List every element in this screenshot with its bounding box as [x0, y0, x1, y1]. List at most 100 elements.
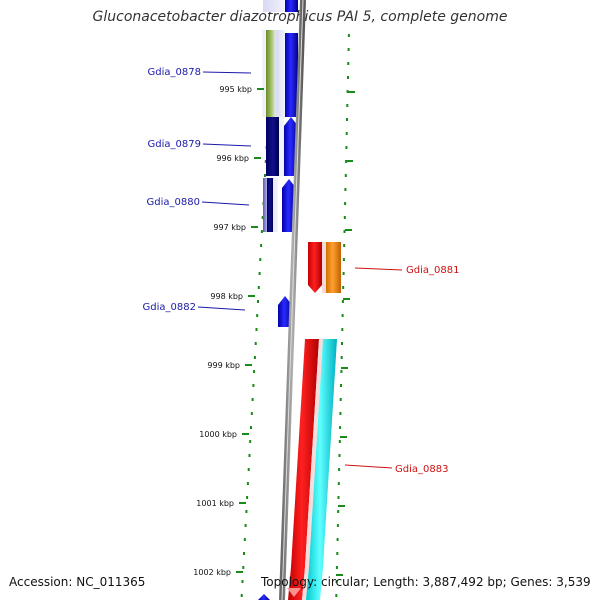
outer-tick-mark: [345, 229, 352, 231]
tick-mark: [245, 364, 252, 366]
gene-label-gdia-0879[interactable]: Gdia_0879: [148, 139, 201, 150]
backbone-highlight: [281, 0, 304, 600]
scale-dot: [253, 370, 256, 373]
leader-line-gdia-0883: [344, 464, 393, 469]
forward-strand-features: [258, 0, 298, 600]
scale-dot: [341, 328, 344, 331]
outer-scale-dots: [335, 34, 350, 597]
scale-dot: [343, 244, 346, 247]
scale-dot: [344, 202, 347, 205]
gene-block-gdia-0883-shade: [306, 339, 337, 600]
scale-dot: [340, 370, 343, 373]
gene-block-gdia-0878-edge: [262, 30, 266, 117]
outer-tick-mark: [336, 574, 343, 576]
gene-arrow-gdia-0883-tip: [287, 588, 301, 597]
scale-dot: [335, 594, 338, 597]
scale-dot: [260, 230, 263, 233]
leader-line-gdia-0879: [202, 143, 252, 147]
gene-label-gdia-0881[interactable]: Gdia_0881: [406, 265, 459, 276]
scale-dot: [338, 440, 341, 443]
scale-dot: [343, 230, 346, 233]
scale-dot: [264, 160, 267, 163]
gene-gap-gdia-0881: [322, 242, 326, 293]
scale-dot: [257, 286, 260, 289]
outer-tick-mark: [338, 505, 345, 507]
scale-dot: [337, 496, 340, 499]
scale-dot: [254, 342, 257, 345]
scale-dot: [247, 468, 250, 471]
tick-label: 995 kbp: [219, 85, 252, 94]
scale-dot: [241, 580, 244, 583]
outer-tick-mark: [343, 298, 350, 300]
gene-label-gdia-0882[interactable]: Gdia_0882: [143, 302, 196, 313]
gene-arrow-gdia-0878[interactable]: [285, 33, 298, 117]
scale-dot: [245, 510, 248, 513]
topology-text: Topology: circular; Length: 3,887,492 bp…: [261, 575, 591, 589]
tick-mark: [236, 571, 243, 573]
outer-tick-mark: [348, 91, 355, 93]
tick-mark: [242, 433, 249, 435]
tick-label: 1001 kbp: [196, 499, 234, 508]
scale-dot: [257, 300, 259, 303]
leader-line-gdia-0878: [202, 71, 252, 74]
scale-dot: [337, 482, 340, 485]
scale-dot: [340, 356, 343, 359]
scale-dot: [250, 426, 252, 429]
scale-dot: [339, 398, 342, 401]
scale-dot: [338, 468, 341, 471]
gene-arrow-gdia-0882[interactable]: [278, 296, 292, 327]
gene-arrow-gdia-0877[interactable]: [285, 0, 298, 12]
scale-dot: [243, 538, 246, 541]
scale-dot: [259, 258, 262, 261]
scale-dot: [346, 104, 349, 107]
scale-dot: [341, 342, 343, 345]
gene-gap-gdia-0883: [302, 339, 323, 600]
gene-arrow-partial-bottom: [258, 594, 270, 600]
tick-label: 998 kbp: [210, 292, 243, 301]
reverse-strand-features: [287, 242, 341, 600]
leader-line-gdia-0881: [354, 267, 403, 271]
scale-dot: [244, 524, 247, 527]
scale-dot: [344, 188, 347, 191]
gene-arrow-gdia-0883[interactable]: [288, 339, 319, 600]
scale-dot: [242, 566, 245, 569]
tick-mark: [257, 88, 264, 90]
scale-dot: [261, 216, 264, 219]
gene-block-gdia-0879-shade: [266, 117, 279, 176]
scale-dot: [340, 384, 342, 387]
scale-dot: [342, 286, 345, 289]
tick-mark: [248, 295, 255, 297]
scale-dot: [347, 62, 350, 65]
scale-dot: [258, 272, 261, 275]
tick-mark: [251, 226, 258, 228]
scale-dot: [346, 90, 349, 93]
scale-dot: [248, 454, 251, 457]
tick-mark: [254, 157, 261, 159]
tick-label: 999 kbp: [207, 361, 240, 370]
scale-dot: [336, 524, 339, 527]
outer-tick-mark: [340, 436, 347, 438]
accession-text: Accession: NC_011365: [9, 575, 146, 589]
scale-dot: [264, 174, 266, 177]
scale-dot: [240, 594, 243, 597]
scale-dot: [250, 412, 253, 415]
scale-dot: [246, 482, 249, 485]
scale-dot: [347, 76, 349, 79]
scale-dot: [256, 314, 259, 317]
scale-dot: [341, 314, 344, 317]
gene-label-gdia-0880[interactable]: Gdia_0880: [147, 197, 200, 208]
scale-dot: [346, 118, 348, 121]
scale-dot: [338, 454, 341, 457]
scale-dot: [339, 426, 342, 429]
scale-dot: [342, 272, 345, 275]
gene-label-gdia-0883[interactable]: Gdia_0883: [395, 464, 448, 475]
gene-label-gdia-0878[interactable]: Gdia_0878: [148, 67, 201, 78]
scale-ticks: 995 kbp 996 kbp 997 kbp 998 kbp 999 kbp 1000 …: [193, 85, 355, 577]
gene-block-gdia-0880-core: [267, 178, 273, 232]
tick-label: 997 kbp: [213, 223, 246, 232]
scale-dot: [337, 510, 340, 513]
outer-tick-mark: [346, 160, 353, 162]
gene-arrow-gdia-0881[interactable]: [308, 242, 322, 293]
scale-dot: [339, 412, 342, 415]
